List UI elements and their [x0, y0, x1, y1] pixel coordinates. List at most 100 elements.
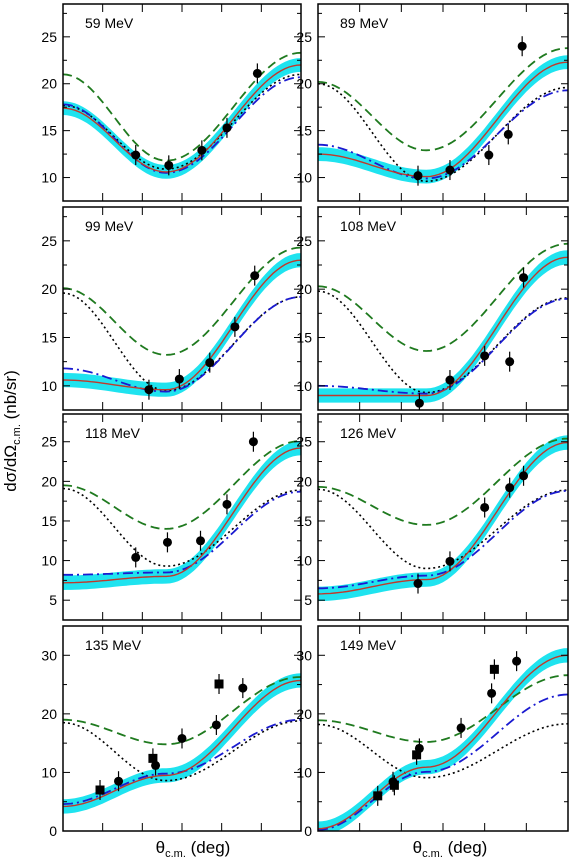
y-tick-label: 10: [41, 764, 57, 780]
data-point-circle: [512, 656, 522, 666]
black-dotted-curve: [63, 487, 301, 567]
data-point-circle: [487, 688, 497, 698]
y-tick-label: 0: [49, 823, 57, 839]
x-axis-title-right-sub: c.m.: [422, 848, 443, 860]
y-axis-title: dσ/dΩc.m. (nb/sr): [1, 370, 23, 491]
uncertainty-band: [63, 58, 301, 179]
y-tick-label: 15: [296, 513, 312, 529]
data-point-circle: [131, 150, 141, 160]
black-dotted-curve: [63, 720, 301, 782]
y-tick-label: 25: [41, 29, 57, 45]
data-point-circle: [248, 437, 258, 447]
data-point-circle: [250, 271, 260, 281]
panel-7: 0 10 20 30 135 MeV: [41, 625, 302, 839]
x-axis-title-left-unit: (deg): [186, 838, 230, 857]
data-point-circle: [484, 150, 494, 160]
panel-8: 0 10 20 30 149 MeV: [296, 625, 569, 839]
data-point-square: [148, 753, 158, 763]
plot-area: [318, 36, 568, 186]
plot-area: [318, 242, 568, 410]
energy-label: 149 MeV: [340, 637, 397, 653]
blue-dashdot-curve: [63, 76, 301, 174]
data-point-circle: [517, 41, 527, 51]
y-axis-title-main: dσ/dΩ: [1, 445, 20, 492]
y-tick-label: 20: [41, 706, 57, 722]
energy-label: 59 MeV: [85, 15, 134, 31]
black-dotted-curve: [318, 723, 568, 779]
data-point-circle: [519, 273, 529, 283]
y-tick-label: 10: [296, 764, 312, 780]
data-point-circle: [519, 471, 529, 481]
energy-label: 126 MeV: [340, 425, 397, 441]
red-solid-curve: [63, 679, 301, 808]
data-point-circle: [162, 537, 172, 547]
plot-area: [63, 51, 301, 179]
data-point-circle: [445, 556, 455, 566]
data-point-circle: [413, 171, 423, 181]
uncertainty-band: [318, 435, 568, 602]
data-point-circle: [174, 374, 184, 384]
green-dashed-curve: [318, 242, 568, 352]
uncertainty-band: [318, 55, 568, 184]
y-tick-label: 5: [49, 592, 57, 608]
red-solid-curve: [318, 654, 568, 830]
y-tick-label: 20: [296, 281, 312, 297]
data-point-circle: [211, 720, 221, 730]
green-dashed-curve: [63, 440, 301, 530]
y-tick-label: 15: [41, 513, 57, 529]
energy-label: 89 MeV: [340, 15, 389, 31]
blue-dashdot-curve: [318, 490, 568, 590]
x-axis-title-left-sub: c.m.: [165, 848, 186, 860]
data-point-square: [214, 679, 224, 689]
data-point-square: [389, 780, 399, 790]
y-tick-label: 25: [296, 233, 312, 249]
y-tick-label: 20: [296, 473, 312, 489]
data-point-circle: [230, 322, 240, 332]
data-point-circle: [238, 683, 248, 693]
panel-2: 10 15 20 25 89 MeV: [296, 3, 569, 202]
red-solid-curve: [63, 64, 301, 173]
y-tick-label: 0: [304, 823, 312, 839]
green-dashed-curve: [63, 51, 301, 162]
panel-frame: [317, 206, 569, 411]
plot-area: [318, 435, 568, 602]
y-tick-label: 10: [41, 378, 57, 394]
y-tick-label: 25: [41, 434, 57, 450]
data-point-circle: [503, 129, 513, 139]
data-point-circle: [177, 733, 187, 743]
energy-label: 118 MeV: [85, 425, 141, 441]
blue-dashdot-curve: [318, 693, 568, 831]
y-tick-label: 10: [296, 170, 312, 186]
blue-dashdot-curve: [63, 296, 301, 393]
uncertainty-band: [318, 648, 568, 831]
y-tick-label: 25: [296, 434, 312, 450]
data-point-circle: [445, 165, 455, 175]
green-dashed-curve: [318, 47, 568, 152]
data-point-circle: [505, 483, 515, 493]
red-solid-curve: [318, 441, 568, 595]
data-point-circle: [131, 552, 141, 562]
panels-group: 10 15 20 25 59 MeV 10 15 20 25 89 MeV 10 15 20 25 99 M…: [41, 3, 569, 839]
plot-area: [63, 246, 301, 400]
plot-area: [63, 673, 301, 814]
y-tick-label: 20: [296, 706, 312, 722]
green-dashed-curve: [318, 674, 568, 743]
y-tick-label: 20: [41, 473, 57, 489]
data-point-circle: [222, 123, 232, 133]
data-point-circle: [414, 398, 424, 408]
data-point-circle: [144, 385, 154, 395]
panel-4: 10 15 20 25 108 MeV: [296, 206, 569, 411]
y-tick-label: 25: [296, 29, 312, 45]
green-dashed-curve: [63, 676, 301, 746]
data-point-circle: [114, 776, 124, 786]
y-axis-title-unit: (nb/sr): [1, 370, 20, 424]
panel-5: 5 10 15 20 25 118 MeV: [41, 413, 302, 621]
y-tick-label: 20: [41, 76, 57, 92]
data-point-circle: [413, 579, 423, 589]
x-axis-title-right-main: θ: [413, 838, 422, 857]
uncertainty-band: [63, 253, 301, 397]
data-point-circle: [197, 145, 207, 155]
y-tick-label: 20: [41, 281, 57, 297]
y-tick-label: 20: [296, 76, 312, 92]
